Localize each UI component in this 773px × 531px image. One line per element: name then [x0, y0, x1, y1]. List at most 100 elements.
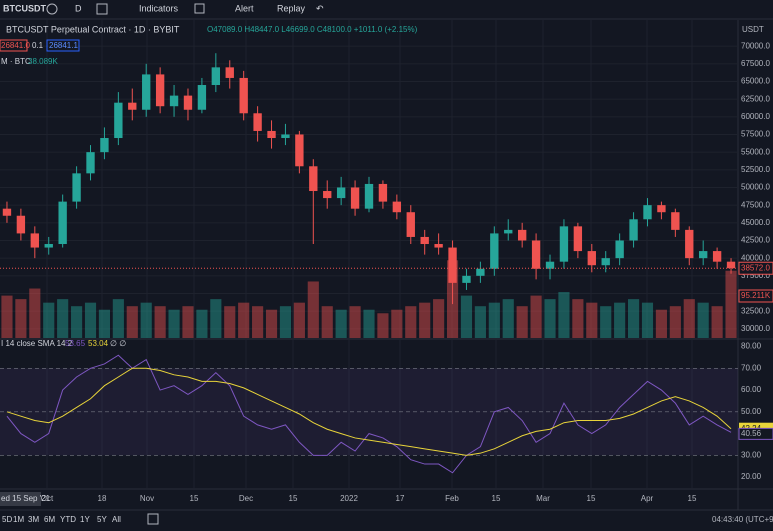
- sell-price[interactable]: 26841.0: [1, 41, 30, 50]
- range-button[interactable]: 3M: [28, 515, 39, 524]
- range-button[interactable]: 1Y: [80, 515, 90, 524]
- volume-bar: [474, 306, 486, 338]
- symbol[interactable]: BTCUSDT: [3, 3, 46, 13]
- volume-box: [738, 289, 773, 303]
- rsi-legend-value: 53.65: [65, 339, 86, 348]
- candle-body: [517, 229, 527, 241]
- x-tick-label: Feb: [445, 494, 459, 503]
- buy-price[interactable]: 26841.1: [49, 41, 78, 50]
- legend-title: BTCUSDT Perpetual Contract · 1D · BYBIT: [6, 24, 180, 34]
- candle-body: [72, 173, 81, 202]
- volume-legend: M · BTC: [1, 57, 31, 66]
- rsi-tick-label: 20.00: [741, 472, 762, 481]
- candle-body: [406, 212, 415, 237]
- volume-bar: [15, 299, 27, 338]
- range-button[interactable]: 1M: [13, 515, 24, 524]
- range-button[interactable]: YTD: [60, 515, 76, 524]
- y-tick-label: 50000.0: [741, 183, 770, 192]
- x-tick-label: 15: [289, 494, 298, 503]
- candle-body: [211, 67, 221, 86]
- volume-bar: [29, 288, 41, 338]
- candle-body: [364, 183, 374, 209]
- x-tick-label: 15: [688, 494, 697, 503]
- candle-body: [239, 77, 248, 114]
- candle-body: [225, 67, 234, 78]
- volume-bar: [405, 306, 417, 338]
- range-button[interactable]: 5D: [2, 515, 12, 524]
- add-symbol[interactable]: [46, 3, 58, 15]
- x-tick-label: Oct: [41, 494, 54, 503]
- volume-bar: [725, 270, 737, 338]
- volume-bar: [1, 295, 13, 338]
- volume-bar: [335, 309, 347, 338]
- volume-bar: [433, 299, 445, 338]
- candle-body: [281, 134, 290, 139]
- y-tick-label: 65000.0: [741, 77, 770, 86]
- currency[interactable]: USDT: [742, 25, 764, 34]
- x-tick-label: 15: [492, 494, 501, 503]
- volume-bar: [614, 302, 626, 338]
- volume-bar: [238, 302, 250, 338]
- buy-box[interactable]: [46, 39, 80, 52]
- alert[interactable]: Alert: [235, 3, 254, 13]
- volume-bar: [196, 309, 208, 338]
- volume-bar: [293, 302, 305, 338]
- volume-bar: [57, 299, 69, 338]
- candle-body: [30, 233, 39, 248]
- sma-line: [6, 367, 732, 456]
- volume-legend-value: 38.089K: [28, 57, 58, 66]
- candle-body: [44, 244, 53, 248]
- candle-body: [434, 244, 443, 248]
- candle-body: [476, 268, 485, 276]
- range-button[interactable]: 6M: [44, 515, 55, 524]
- candle-body: [573, 226, 583, 252]
- candle-body: [545, 261, 555, 269]
- candle-body: [169, 95, 179, 107]
- undo[interactable]: ↶: [316, 3, 324, 13]
- candle-body: [629, 219, 638, 241]
- range-button[interactable]: 5Y: [97, 515, 107, 524]
- candle-body: [671, 212, 680, 230]
- candle-body: [295, 134, 304, 167]
- candle-body: [615, 240, 624, 259]
- volume-bar: [600, 306, 612, 338]
- y-tick-label: 45000.0: [741, 218, 770, 227]
- y-tick-label: 47500.0: [741, 200, 770, 209]
- volume-bar: [363, 309, 375, 338]
- volume-bar: [586, 302, 598, 338]
- volume-bar: [419, 302, 431, 338]
- indicators[interactable]: Indicators: [139, 3, 179, 13]
- range-button[interactable]: All: [112, 515, 121, 524]
- replay[interactable]: Replay: [277, 3, 306, 13]
- y-tick-label: 62500.0: [741, 94, 770, 103]
- interval[interactable]: D: [75, 3, 82, 13]
- candle-body: [197, 85, 207, 110]
- x-tick-label: Dec: [239, 494, 253, 503]
- rsi-legend: I 14 close SMA 14 2: [1, 339, 73, 348]
- crosshair-date-box: [0, 492, 41, 506]
- candle-body: [657, 205, 666, 213]
- last-price-box: [738, 261, 773, 275]
- x-tick-label: 15: [587, 494, 596, 503]
- spread: 0.1: [32, 41, 44, 50]
- x-tick-label: 2022: [340, 494, 358, 503]
- rsi-tick-label: 30.00: [741, 450, 762, 459]
- candle-body: [336, 187, 346, 199]
- volume-bar: [530, 295, 542, 338]
- candle-body: [2, 208, 12, 216]
- volume-bar: [391, 309, 403, 338]
- layout-icon[interactable]: [194, 3, 205, 14]
- chart-type-icon[interactable]: [96, 3, 108, 15]
- candle-body: [504, 229, 513, 234]
- rsi-box: [738, 427, 773, 440]
- volume-bar: [655, 309, 667, 338]
- volume-bar: [224, 306, 236, 338]
- volume-label: 95.211K: [741, 291, 771, 300]
- sell-box[interactable]: [0, 39, 28, 52]
- volume-bar: [627, 299, 640, 338]
- x-tick-label: 17: [396, 494, 405, 503]
- x-tick-label: 18: [98, 494, 107, 503]
- volume-bar: [252, 306, 264, 338]
- candle-body: [16, 215, 26, 234]
- date-range-icon[interactable]: [147, 513, 159, 525]
